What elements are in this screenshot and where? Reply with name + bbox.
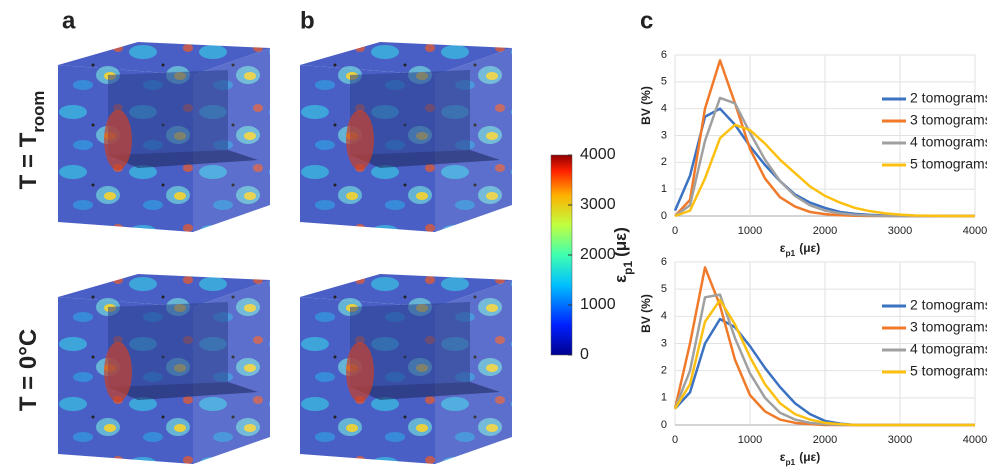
label: εp1 (με) <box>780 450 821 467</box>
x-tick-label: 4000 <box>963 225 987 237</box>
y-tick-label: 0 <box>661 210 667 222</box>
x-tick-label: 3000 <box>888 225 912 237</box>
label: T = Troom <box>15 91 48 190</box>
label: εp1 (με) <box>611 227 635 283</box>
subscript: room <box>29 91 48 133</box>
symbol: ε <box>780 241 786 255</box>
subscript: p1 <box>785 248 795 258</box>
x-tick-label: 0 <box>672 434 678 446</box>
legend-label: 5 tomograms <box>910 363 987 379</box>
x-tick-label: 2000 <box>813 434 837 446</box>
legend-label: 4 tomograms <box>910 341 987 357</box>
panel-label: a <box>62 7 76 34</box>
x-tick-label: 2000 <box>813 225 837 237</box>
x-tick-label: 1000 <box>738 225 762 237</box>
subscript: p1 <box>621 261 635 275</box>
unit: (με) <box>799 241 820 255</box>
y-axis-label: BV (%) <box>639 294 653 333</box>
text: T = 0°C <box>15 329 42 411</box>
panel-label: c <box>640 7 653 34</box>
y-tick-label: 6 <box>661 256 667 268</box>
y-axis-label: BV (%) <box>639 86 653 125</box>
y-tick-label: 5 <box>661 283 667 295</box>
legend-label: 5 tomograms <box>910 156 987 172</box>
x-tick-label: 3000 <box>888 434 912 446</box>
y-tick-label: 1 <box>661 183 667 195</box>
colorbar-tick-label: 0 <box>580 346 589 363</box>
y-tick-label: 6 <box>661 49 667 61</box>
y-tick-label: 4 <box>661 103 667 115</box>
symbol: ε <box>780 450 786 464</box>
text: T = T <box>15 132 42 189</box>
label: T = 0°C <box>15 329 42 411</box>
symbol: ε <box>611 275 630 283</box>
series-line <box>673 298 975 427</box>
colorbar-tick-label: 3000 <box>580 196 616 213</box>
legend-label: 3 tomograms <box>910 112 987 128</box>
unit: (με) <box>799 450 820 464</box>
x-tick-label: 1000 <box>738 434 762 446</box>
legend-label: 2 tomograms <box>910 297 987 313</box>
x-tick-label: 0 <box>672 225 678 237</box>
y-tick-label: 2 <box>661 365 667 377</box>
y-tick-label: 1 <box>661 392 667 404</box>
y-tick-label: 5 <box>661 76 667 88</box>
cubes <box>58 42 512 464</box>
y-tick-label: 3 <box>661 337 667 349</box>
y-tick-label: 0 <box>661 419 667 431</box>
y-tick-label: 2 <box>661 156 667 168</box>
legend-label: 3 tomograms <box>910 319 987 335</box>
colorbar-tick-label: 1000 <box>580 296 616 313</box>
colorbar-tick-label: 4000 <box>580 146 616 163</box>
legend-label: 2 tomograms <box>910 90 987 106</box>
panel-label: b <box>300 7 315 34</box>
colorbar-tick-label: 2000 <box>580 246 616 263</box>
y-tick-label: 3 <box>661 129 667 141</box>
unit: (με) <box>611 227 630 257</box>
y-tick-label: 4 <box>661 310 667 322</box>
legend-label: 4 tomograms <box>910 134 987 150</box>
label: εp1 (με) <box>780 241 821 258</box>
x-tick-label: 4000 <box>963 434 987 446</box>
subscript: p1 <box>785 457 795 467</box>
series-line <box>674 123 975 218</box>
